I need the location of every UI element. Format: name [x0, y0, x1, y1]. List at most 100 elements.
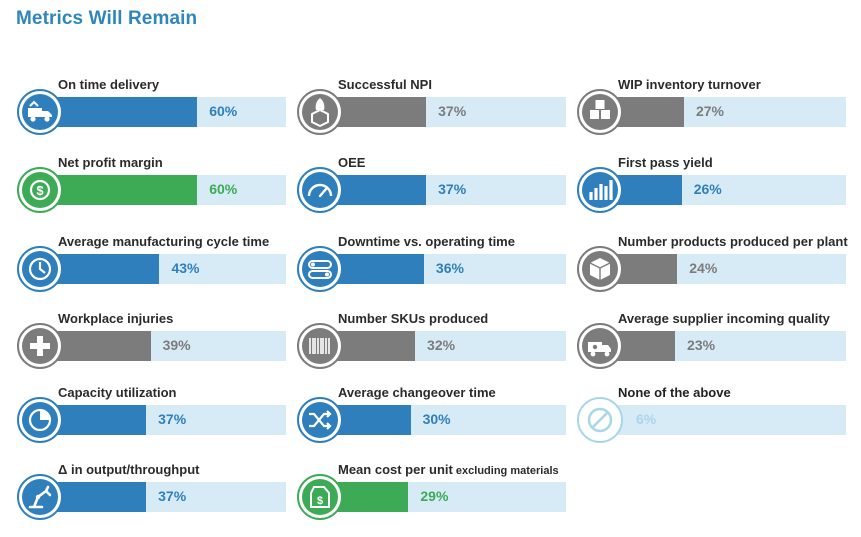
- bar-track: [606, 254, 846, 284]
- metric-label-text: Δ in output/throughput: [58, 462, 200, 477]
- metric-label: Mean cost per unit excluding materials: [338, 462, 559, 477]
- shuffle-arrows-icon: [297, 397, 343, 443]
- gear-truck-icon: [577, 323, 623, 369]
- price-tag-icon: $: [297, 474, 343, 520]
- value-label: 37%: [438, 181, 467, 197]
- value-label: 6%: [636, 411, 657, 427]
- metric-label: Average manufacturing cycle time: [58, 234, 269, 249]
- value-label: 26%: [693, 181, 722, 197]
- metric-label-text: Successful NPI: [338, 77, 432, 92]
- cube-icon: [577, 246, 623, 292]
- value-label: 60%: [209, 103, 238, 119]
- metric-label: Downtime vs. operating time: [338, 234, 515, 249]
- value-label: 36%: [435, 260, 464, 276]
- value-label: 30%: [422, 411, 451, 427]
- value-label: 37%: [158, 488, 187, 504]
- bar-fill: [46, 331, 151, 361]
- metric-label: Average supplier incoming quality: [618, 311, 830, 326]
- metric-label-text: Average supplier incoming quality: [618, 311, 830, 326]
- metric-item: On time delivery 60%: [16, 77, 286, 143]
- value-label: 23%: [687, 337, 716, 353]
- bar-chart-icon: [577, 167, 623, 213]
- metric-label-text: Average changeover time: [338, 385, 496, 400]
- metric-label: Net profit margin: [58, 155, 163, 170]
- metric-item: Capacity utilization 37%: [16, 385, 286, 451]
- bar-track: [606, 97, 846, 127]
- toggle-switch-icon: [297, 246, 343, 292]
- metric-label-text: First pass yield: [618, 155, 713, 170]
- pie-gauge-icon: [17, 397, 63, 443]
- metric-label: Average changeover time: [338, 385, 496, 400]
- metric-label: On time delivery: [58, 77, 159, 92]
- no-symbol-icon: [577, 397, 623, 443]
- metric-label: Workplace injuries: [58, 311, 173, 326]
- bar-track: [46, 254, 286, 284]
- metric-item: None of the above 6%: [576, 385, 846, 451]
- metric-label-text: WIP inventory turnover: [618, 77, 761, 92]
- metric-item: Number SKUs produced 32%: [296, 311, 566, 377]
- medical-cross-icon: [17, 323, 63, 369]
- metric-label-text: Net profit margin: [58, 155, 163, 170]
- bar-track: [606, 331, 846, 361]
- stacked-boxes-icon: [577, 89, 623, 135]
- metric-label-text: Capacity utilization: [58, 385, 177, 400]
- rocket-box-icon: [297, 89, 343, 135]
- metric-item: Average changeover time 30%: [296, 385, 566, 451]
- metric-item: Number products produced per plant 24%: [576, 234, 848, 300]
- bar-fill: [46, 97, 198, 127]
- metric-item: Δ in output/throughput 37%: [16, 462, 286, 528]
- value-label: 60%: [209, 181, 238, 197]
- metric-label: Δ in output/throughput: [58, 462, 199, 477]
- metric-label-text: Number SKUs produced: [338, 311, 489, 326]
- metric-item: Average manufacturing cycle time 43%: [16, 234, 286, 300]
- metric-label-text: None of the above: [618, 385, 731, 400]
- metric-label: Capacity utilization: [58, 385, 176, 400]
- bar-track: [46, 97, 286, 127]
- delivery-truck-icon: [17, 89, 63, 135]
- metric-item: Mean cost per unit excluding materials 29…: [296, 462, 566, 528]
- bar-track: [46, 405, 286, 435]
- metric-label-text: On time delivery: [58, 77, 160, 92]
- bar-fill: [46, 254, 160, 284]
- metric-label: WIP inventory turnover: [618, 77, 761, 92]
- bar-track: [326, 97, 566, 127]
- metric-item: First pass yield 26%: [576, 155, 846, 221]
- bar-track: [326, 175, 566, 205]
- metric-label-text: Workplace injuries: [58, 311, 174, 326]
- value-label: 27%: [695, 103, 724, 119]
- metric-label: Number SKUs produced: [338, 311, 488, 326]
- metric-item: Successful NPI 37%: [296, 77, 566, 143]
- bar-track: [326, 254, 566, 284]
- bar-track: [606, 405, 846, 435]
- bar-track: [46, 331, 286, 361]
- bar-track: [606, 175, 846, 205]
- bar-track: [326, 331, 566, 361]
- metric-item: Net profit margin 60% $: [16, 155, 286, 221]
- svg-text:$: $: [36, 183, 44, 198]
- value-label: 37%: [438, 103, 467, 119]
- metric-label-text: Number products produced per plant: [618, 234, 848, 249]
- chart-title: Metrics Will Remain: [16, 8, 198, 29]
- bar-fill: [46, 175, 198, 205]
- metric-label-text: Downtime vs. operating time: [338, 234, 515, 249]
- metric-label-suffix: excluding materials: [452, 465, 559, 477]
- robot-arm-icon: [17, 474, 63, 520]
- metric-label-text: Average manufacturing cycle time: [58, 234, 270, 249]
- metric-item: Downtime vs. operating time 36%: [296, 234, 566, 300]
- metric-item: Average supplier incoming quality 23%: [576, 311, 846, 377]
- clock-cycle-icon: [17, 246, 63, 292]
- metric-label: First pass yield: [618, 155, 713, 170]
- svg-text:$: $: [317, 495, 323, 507]
- value-label: 32%: [427, 337, 456, 353]
- metric-item: OEE 37%: [296, 155, 566, 221]
- speedometer-icon: [297, 167, 343, 213]
- metric-label: None of the above: [618, 385, 731, 400]
- bar-track: [46, 175, 286, 205]
- value-label: 43%: [171, 260, 200, 276]
- value-label: 29%: [420, 488, 449, 504]
- metric-label: OEE: [338, 155, 365, 170]
- metric-item: Workplace injuries 39%: [16, 311, 286, 377]
- metric-label: Successful NPI: [338, 77, 432, 92]
- bar-track: [46, 482, 286, 512]
- metric-item: WIP inventory turnover 27%: [576, 77, 846, 143]
